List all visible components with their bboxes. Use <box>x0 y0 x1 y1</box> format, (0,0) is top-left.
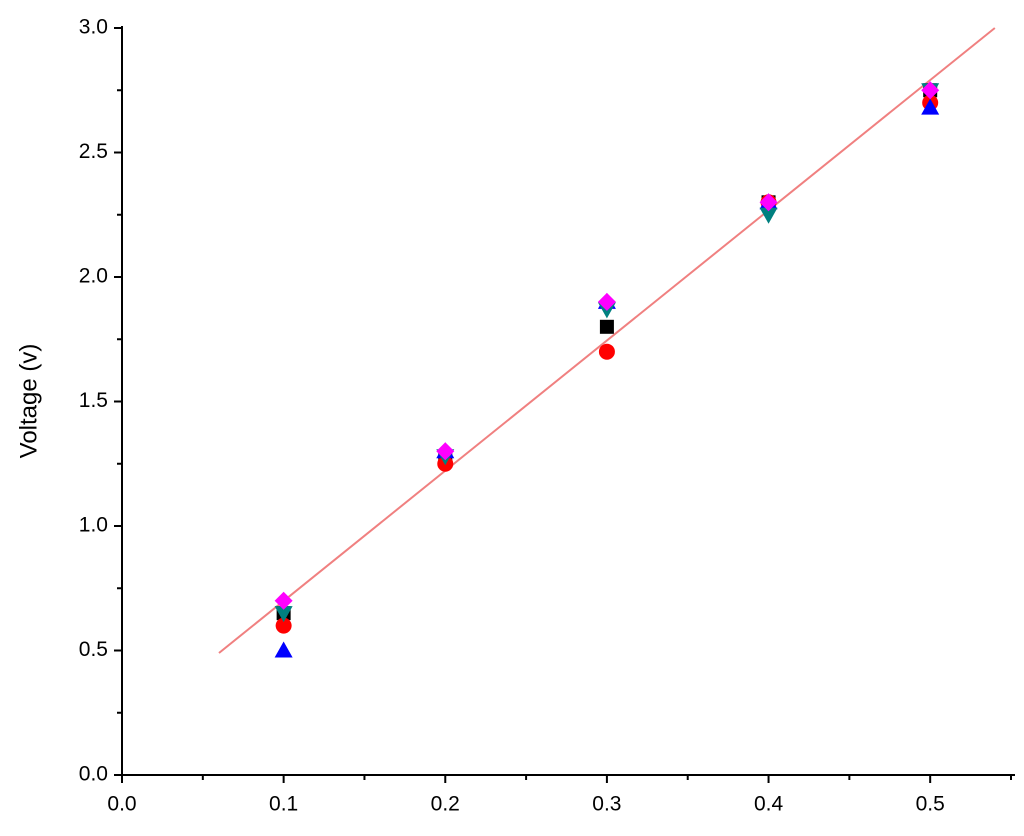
y-tick-label: 1.0 <box>79 514 108 537</box>
point <box>759 207 778 224</box>
point <box>921 81 940 100</box>
y-tick-label: 0.5 <box>79 638 108 661</box>
point <box>274 591 293 610</box>
x-tick-label: 0.1 <box>269 793 298 816</box>
point <box>921 98 940 115</box>
y-axis-label: Voltage (v) <box>15 344 42 459</box>
x-tick-label: 0.5 <box>916 793 945 816</box>
x-tick-label: 0.0 <box>107 793 136 816</box>
y-tick-label: 0.0 <box>79 763 108 786</box>
x-tick-label: 0.4 <box>754 793 784 816</box>
y-tick-label: 2.5 <box>79 140 108 163</box>
point <box>599 319 614 334</box>
y-tick-label: 3.0 <box>79 16 108 39</box>
point <box>274 606 293 623</box>
y-tick-label: 1.5 <box>79 389 108 412</box>
point <box>598 343 615 360</box>
point <box>275 617 292 634</box>
point <box>759 193 778 212</box>
point <box>274 641 293 658</box>
y-tick-label: 2.0 <box>79 265 108 288</box>
point <box>597 292 616 311</box>
point <box>436 442 455 461</box>
x-tick-label: 0.2 <box>431 793 460 816</box>
x-tick-label: 0.3 <box>592 793 621 816</box>
fit-line <box>218 27 996 654</box>
